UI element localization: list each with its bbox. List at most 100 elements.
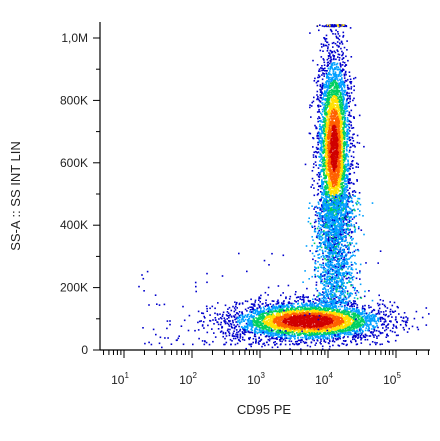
event-point bbox=[269, 318, 272, 320]
event-point bbox=[316, 308, 318, 311]
event-point bbox=[343, 326, 346, 329]
event-point bbox=[259, 309, 262, 312]
event-point bbox=[337, 338, 339, 341]
event-point bbox=[356, 325, 358, 327]
event-point bbox=[236, 335, 239, 338]
event-point bbox=[333, 325, 335, 327]
event-point bbox=[219, 331, 222, 333]
event-point bbox=[312, 258, 314, 261]
event-point bbox=[317, 322, 320, 325]
event-point bbox=[252, 316, 255, 319]
event-point bbox=[312, 317, 315, 319]
event-point bbox=[324, 330, 327, 333]
event-point bbox=[266, 316, 268, 319]
event-point bbox=[274, 325, 276, 328]
event-point bbox=[308, 318, 310, 321]
event-point bbox=[297, 300, 299, 302]
event-point bbox=[315, 331, 317, 333]
event-point bbox=[334, 312, 337, 314]
event-point bbox=[300, 316, 303, 318]
event-point bbox=[239, 330, 241, 332]
event-point bbox=[334, 321, 336, 324]
event-point bbox=[254, 329, 256, 331]
event-point bbox=[295, 307, 297, 310]
event-point bbox=[360, 329, 362, 331]
event-point bbox=[300, 333, 302, 336]
event-point bbox=[359, 325, 361, 327]
event-point bbox=[345, 174, 348, 177]
event-point bbox=[348, 313, 350, 316]
event-point bbox=[327, 84, 329, 87]
event-point bbox=[262, 316, 264, 319]
event-point bbox=[322, 104, 324, 106]
event-point bbox=[345, 315, 348, 317]
event-point bbox=[259, 320, 262, 323]
event-point bbox=[211, 328, 213, 330]
event-point bbox=[332, 33, 334, 35]
event-point bbox=[272, 305, 274, 307]
event-point bbox=[331, 122, 333, 124]
event-point bbox=[366, 334, 368, 337]
event-point bbox=[360, 324, 363, 327]
event-point bbox=[406, 319, 409, 321]
event-point bbox=[322, 305, 325, 307]
event-point bbox=[312, 324, 315, 327]
event-point bbox=[395, 316, 397, 318]
event-point bbox=[379, 316, 382, 319]
event-point bbox=[323, 335, 326, 337]
event-point bbox=[346, 333, 348, 336]
event-point bbox=[222, 313, 224, 316]
event-point bbox=[319, 313, 322, 315]
event-point bbox=[280, 333, 283, 336]
event-point bbox=[238, 316, 241, 318]
event-point bbox=[275, 317, 277, 319]
event-point bbox=[382, 327, 384, 329]
event-point bbox=[387, 340, 389, 343]
event-point bbox=[266, 323, 269, 325]
event-point bbox=[316, 333, 319, 336]
event-point bbox=[242, 332, 244, 334]
event-point bbox=[312, 334, 314, 337]
event-point bbox=[286, 320, 288, 322]
event-point bbox=[236, 307, 238, 309]
event-point bbox=[317, 330, 320, 332]
event-point bbox=[321, 321, 324, 324]
event-point bbox=[325, 314, 327, 316]
event-point bbox=[224, 322, 227, 325]
event-point bbox=[297, 309, 300, 311]
event-point bbox=[339, 134, 342, 137]
event-point bbox=[339, 337, 341, 340]
event-point bbox=[333, 88, 335, 90]
event-point bbox=[352, 327, 355, 329]
event-point bbox=[309, 308, 311, 311]
event-point bbox=[344, 320, 347, 322]
event-point bbox=[405, 316, 407, 318]
event-point bbox=[227, 312, 230, 314]
event-point bbox=[372, 334, 375, 337]
event-point bbox=[381, 316, 383, 319]
event-point bbox=[305, 296, 307, 298]
event-point bbox=[299, 332, 302, 334]
event-point bbox=[360, 312, 362, 314]
event-point bbox=[283, 321, 285, 323]
event-point bbox=[284, 310, 286, 313]
event-point bbox=[235, 321, 237, 323]
event-point bbox=[254, 305, 256, 307]
event-point bbox=[302, 296, 304, 298]
event-point bbox=[282, 318, 284, 321]
event-point bbox=[249, 336, 251, 339]
event-point bbox=[347, 170, 349, 173]
event-point bbox=[309, 300, 311, 302]
event-point bbox=[359, 332, 361, 335]
event-point bbox=[324, 213, 326, 216]
event-point bbox=[281, 302, 283, 304]
event-point bbox=[282, 319, 285, 322]
event-point bbox=[310, 335, 313, 337]
event-point bbox=[296, 310, 299, 312]
event-point bbox=[311, 317, 313, 319]
event-point bbox=[346, 332, 349, 334]
event-point bbox=[349, 331, 352, 334]
event-point bbox=[219, 323, 222, 326]
event-point bbox=[234, 337, 237, 340]
event-point bbox=[236, 323, 239, 326]
